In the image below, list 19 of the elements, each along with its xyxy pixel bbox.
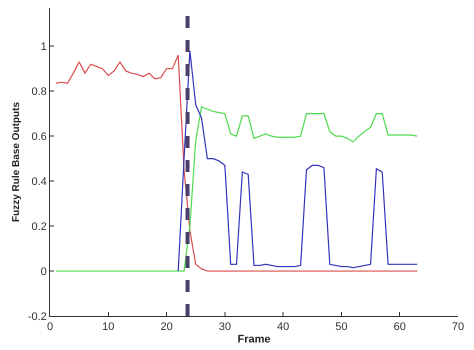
line-series xyxy=(178,50,418,272)
x-tick-label: 20 xyxy=(160,321,173,334)
x-tick-label: 70 xyxy=(452,321,464,334)
y-tick-label: 0.6 xyxy=(32,131,47,143)
y-tick-label: 0.2 xyxy=(32,220,47,233)
y-tick-label: 0.8 xyxy=(32,86,47,98)
x-tick-label: 30 xyxy=(218,321,231,334)
x-axis-title: Frame xyxy=(237,333,271,346)
y-tick-label: -0.2 xyxy=(28,310,47,323)
x-tick-label: 50 xyxy=(335,321,348,334)
line-series xyxy=(55,106,418,272)
x-tick-label: 10 xyxy=(102,321,114,334)
x-tick-label: 60 xyxy=(394,321,406,334)
x-tick-label: 40 xyxy=(277,321,290,334)
y-tick-label: 0 xyxy=(40,266,47,278)
y-axis-title: Fuzzy Rule Base Outputs xyxy=(10,102,22,222)
y-tick-label: 1 xyxy=(40,41,47,54)
line-series xyxy=(55,54,418,272)
y-tick-label: 0.4 xyxy=(32,176,47,188)
